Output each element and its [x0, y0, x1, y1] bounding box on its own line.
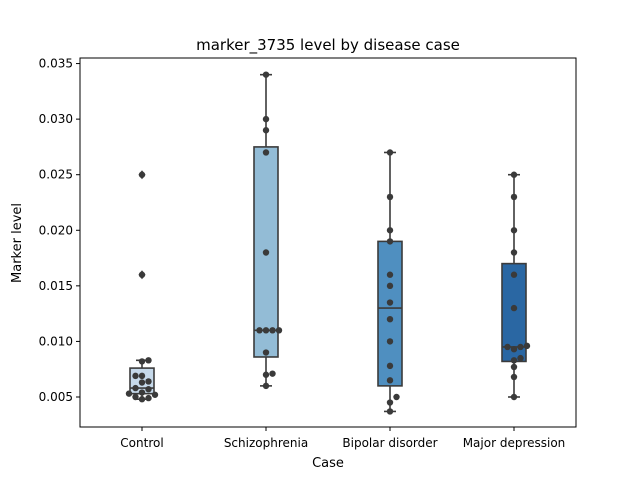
plot-area [125, 71, 531, 415]
data-point [510, 304, 518, 312]
data-point [138, 379, 146, 386]
data-point [386, 149, 394, 156]
data-point [386, 227, 394, 234]
data-point [145, 394, 152, 402]
y-tick-label: 0.005 [39, 390, 73, 404]
y-tick-label: 0.015 [39, 279, 73, 293]
data-point [517, 343, 524, 351]
y-tick-label: 0.010 [39, 334, 73, 348]
data-point [138, 372, 146, 380]
box [377, 240, 403, 387]
y-tick-label: 0.020 [39, 223, 73, 237]
data-point [138, 396, 146, 403]
data-point [386, 271, 394, 278]
data-point [138, 358, 146, 365]
data-point [510, 357, 518, 364]
data-point [262, 349, 270, 356]
data-point [138, 389, 146, 396]
x-axis-label: Case [312, 456, 344, 471]
data-point [386, 338, 394, 345]
data-point [504, 343, 511, 351]
data-point [262, 71, 270, 78]
data-point [262, 371, 270, 378]
data-point [510, 363, 518, 371]
data-point [386, 399, 394, 406]
swarm-points-control [125, 171, 159, 403]
data-point [151, 391, 159, 398]
data-point [510, 345, 518, 353]
data-point [262, 327, 270, 334]
box-group-bipolar-disorder [377, 151, 403, 413]
data-point [386, 193, 394, 201]
x-tick-label: Control [120, 436, 163, 450]
data-point [138, 271, 146, 278]
x-tick-label: Major depression [463, 436, 566, 450]
data-point [275, 327, 283, 334]
data-point [269, 370, 276, 377]
data-point [145, 357, 152, 364]
data-point [262, 127, 270, 134]
data-point [510, 227, 518, 234]
data-point [262, 115, 270, 123]
data-point [510, 249, 518, 256]
axes: 0.005 0.010 0.015 0.020 0.025 0.030 0.035 Contr… [39, 57, 577, 450]
data-point [262, 149, 270, 156]
data-point [510, 271, 518, 278]
data-point [510, 393, 518, 401]
data-point [386, 315, 394, 323]
swarm-points-bipolar-disorder [386, 149, 400, 415]
data-point [510, 171, 518, 178]
data-point [386, 238, 394, 245]
chart-title: marker_3735 level by disease case [196, 36, 460, 55]
data-point [256, 327, 263, 334]
data-point [386, 377, 394, 384]
x-tick-label: Schizophrenia [224, 436, 308, 450]
x-tick-label: Bipolar disorder [342, 436, 437, 450]
y-tick-label: 0.030 [39, 112, 73, 126]
swarm-points-major-depression [504, 171, 531, 401]
y-tick-label: 0.035 [39, 57, 73, 71]
data-point [138, 171, 146, 178]
data-point [517, 354, 524, 362]
data-point [262, 382, 270, 390]
data-point [393, 393, 400, 401]
data-point [269, 327, 276, 334]
data-point [386, 282, 394, 290]
data-point [132, 384, 139, 392]
data-point [386, 408, 394, 415]
data-point [510, 193, 518, 201]
y-tick-label: 0.025 [39, 168, 73, 182]
swarm-points-schizophrenia [256, 71, 283, 390]
data-point [262, 249, 270, 256]
data-point [510, 373, 518, 381]
axes-frame [79, 57, 577, 428]
data-point [132, 393, 139, 401]
data-point [145, 386, 152, 393]
data-point [125, 390, 133, 397]
data-point [386, 299, 394, 306]
data-point [523, 342, 531, 350]
data-point [132, 372, 139, 380]
data-point [386, 362, 394, 370]
data-point [145, 378, 152, 385]
y-axis-label: Marker level [10, 203, 25, 283]
